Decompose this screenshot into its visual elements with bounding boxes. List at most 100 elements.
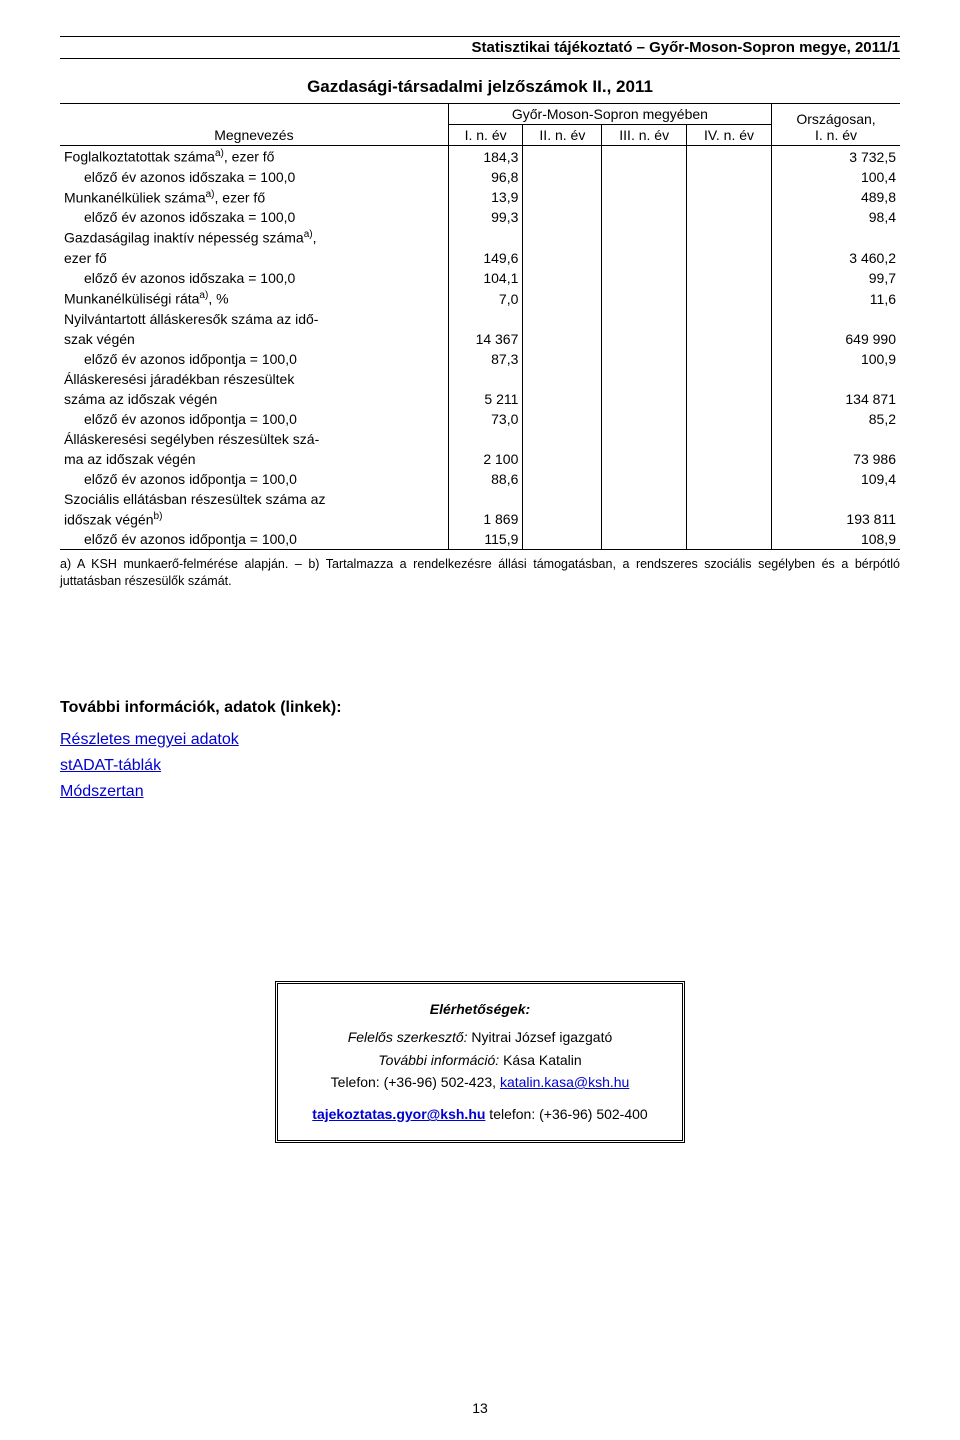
- table-row: előző év azonos időpontja = 100,0115,910…: [60, 529, 900, 550]
- row-label: előző év azonos időszaka = 100,0: [60, 207, 448, 227]
- cell: [602, 409, 687, 429]
- cell: 14 367: [448, 329, 523, 349]
- cell: [448, 489, 523, 509]
- cell: [602, 489, 687, 509]
- row-label: Munkanélküliségi rátaa), %: [60, 288, 448, 309]
- cell: 99,7: [772, 268, 901, 288]
- cell: [523, 187, 602, 208]
- cell: [686, 167, 771, 187]
- table-row: Szociális ellátásban részesültek száma a…: [60, 489, 900, 509]
- cell: 134 871: [772, 389, 901, 409]
- row-label: Munkanélküliek számaa), ezer fő: [60, 187, 448, 208]
- cell: 115,9: [448, 529, 523, 550]
- cell: [523, 329, 602, 349]
- cell: 149,6: [448, 248, 523, 268]
- row-label: ezer fő: [60, 248, 448, 268]
- row-label: Gazdaságilag inaktív népesség számaa),: [60, 227, 448, 248]
- link-stadat[interactable]: stADAT-táblák: [60, 757, 161, 775]
- cell: [602, 309, 687, 329]
- row-label: előző év azonos időpontja = 100,0: [60, 349, 448, 369]
- cell: [602, 509, 687, 530]
- cell: 5 211: [448, 389, 523, 409]
- cell: [523, 309, 602, 329]
- table-row: Foglalkoztatottak számaa), ezer fő184,33…: [60, 146, 900, 167]
- cell: [602, 349, 687, 369]
- table-row: előző év azonos időpontja = 100,073,085,…: [60, 409, 900, 429]
- table-row: ma az időszak végén2 10073 986: [60, 449, 900, 469]
- cell: [686, 409, 771, 429]
- cell: [523, 288, 602, 309]
- row-label: ma az időszak végén: [60, 449, 448, 469]
- cell: 2 100: [448, 449, 523, 469]
- cell: 184,3: [448, 146, 523, 167]
- contact-email-1[interactable]: katalin.kasa@ksh.hu: [500, 1074, 629, 1090]
- cell: [523, 369, 602, 389]
- table-row: Munkanélküliek számaa), ezer fő13,9 489,8: [60, 187, 900, 208]
- cell: 193 811: [772, 509, 901, 530]
- cell: [523, 227, 602, 248]
- table-row: előző év azonos időszaka = 100,096,8100,…: [60, 167, 900, 187]
- cell: [602, 369, 687, 389]
- cell: [686, 207, 771, 227]
- cell: [686, 369, 771, 389]
- cell: 489,8: [772, 187, 901, 208]
- cell: 3 460,2: [772, 248, 901, 268]
- cell: [602, 288, 687, 309]
- cell: [686, 529, 771, 550]
- cell: [448, 309, 523, 329]
- header-rule-top: [60, 36, 900, 37]
- cell: [602, 146, 687, 167]
- contact-moreinfo: További információ: Kása Katalin: [312, 1049, 647, 1071]
- col-header-q3: III. n. év: [602, 125, 687, 146]
- table-row: előző év azonos időpontja = 100,088,6109…: [60, 469, 900, 489]
- cell: 100,4: [772, 167, 901, 187]
- cell: 13,9: [448, 187, 523, 208]
- contact-editor: Felelős szerkesztő: Nyitrai József igazg…: [312, 1026, 647, 1048]
- cell: [686, 469, 771, 489]
- col-header-megnevezes: Megnevezés: [60, 104, 448, 146]
- cell: [523, 146, 602, 167]
- cell: [523, 389, 602, 409]
- col-header-q2: II. n. év: [523, 125, 602, 146]
- cell: [686, 248, 771, 268]
- links-title: További információk, adatok (linkek):: [60, 699, 900, 717]
- row-label: időszak végénb): [60, 509, 448, 530]
- cell: [523, 349, 602, 369]
- cell: 88,6: [448, 469, 523, 489]
- cell: [686, 187, 771, 208]
- cell: [448, 429, 523, 449]
- cell: [523, 167, 602, 187]
- table-row: előző év azonos időszaka = 100,0104,199,…: [60, 268, 900, 288]
- cell: [602, 449, 687, 469]
- contact-heading: Elérhetőségek:: [312, 998, 647, 1020]
- cell: [686, 449, 771, 469]
- contact-email-2[interactable]: tajekoztatas.gyor@ksh.hu: [312, 1106, 485, 1122]
- col-header-region: Győr-Moson-Sopron megyében: [448, 104, 771, 125]
- indicators-table: Megnevezés Győr-Moson-Sopron megyében Or…: [60, 103, 900, 550]
- cell: 98,4: [772, 207, 901, 227]
- cell: [523, 409, 602, 429]
- cell: [523, 449, 602, 469]
- table-row: száma az időszak végén5 211134 871: [60, 389, 900, 409]
- table-row: Gazdaságilag inaktív népesség számaa),: [60, 227, 900, 248]
- table-row: előző év azonos időpontja = 100,087,3100…: [60, 349, 900, 369]
- row-label: előző év azonos időpontja = 100,0: [60, 409, 448, 429]
- running-header: Statisztikai tájékoztató – Győr-Moson-So…: [60, 39, 900, 59]
- col-header-orszag: Országosan,I. n. év: [772, 104, 901, 146]
- links-section: További információk, adatok (linkek): Ré…: [60, 699, 900, 801]
- link-detailed-county[interactable]: Részletes megyei adatok: [60, 731, 239, 749]
- link-methodology[interactable]: Módszertan: [60, 783, 144, 801]
- contact-box: Elérhetőségek: Felelős szerkesztő: Nyitr…: [275, 981, 684, 1143]
- cell: [686, 349, 771, 369]
- row-label: szak végén: [60, 329, 448, 349]
- cell: [686, 489, 771, 509]
- cell: 100,9: [772, 349, 901, 369]
- cell: 85,2: [772, 409, 901, 429]
- row-label: Szociális ellátásban részesültek száma a…: [60, 489, 448, 509]
- cell: [772, 429, 901, 449]
- cell: [523, 268, 602, 288]
- cell: [602, 389, 687, 409]
- row-label: előző év azonos időpontja = 100,0: [60, 529, 448, 550]
- table-row: előző év azonos időszaka = 100,099,398,4: [60, 207, 900, 227]
- cell: [602, 207, 687, 227]
